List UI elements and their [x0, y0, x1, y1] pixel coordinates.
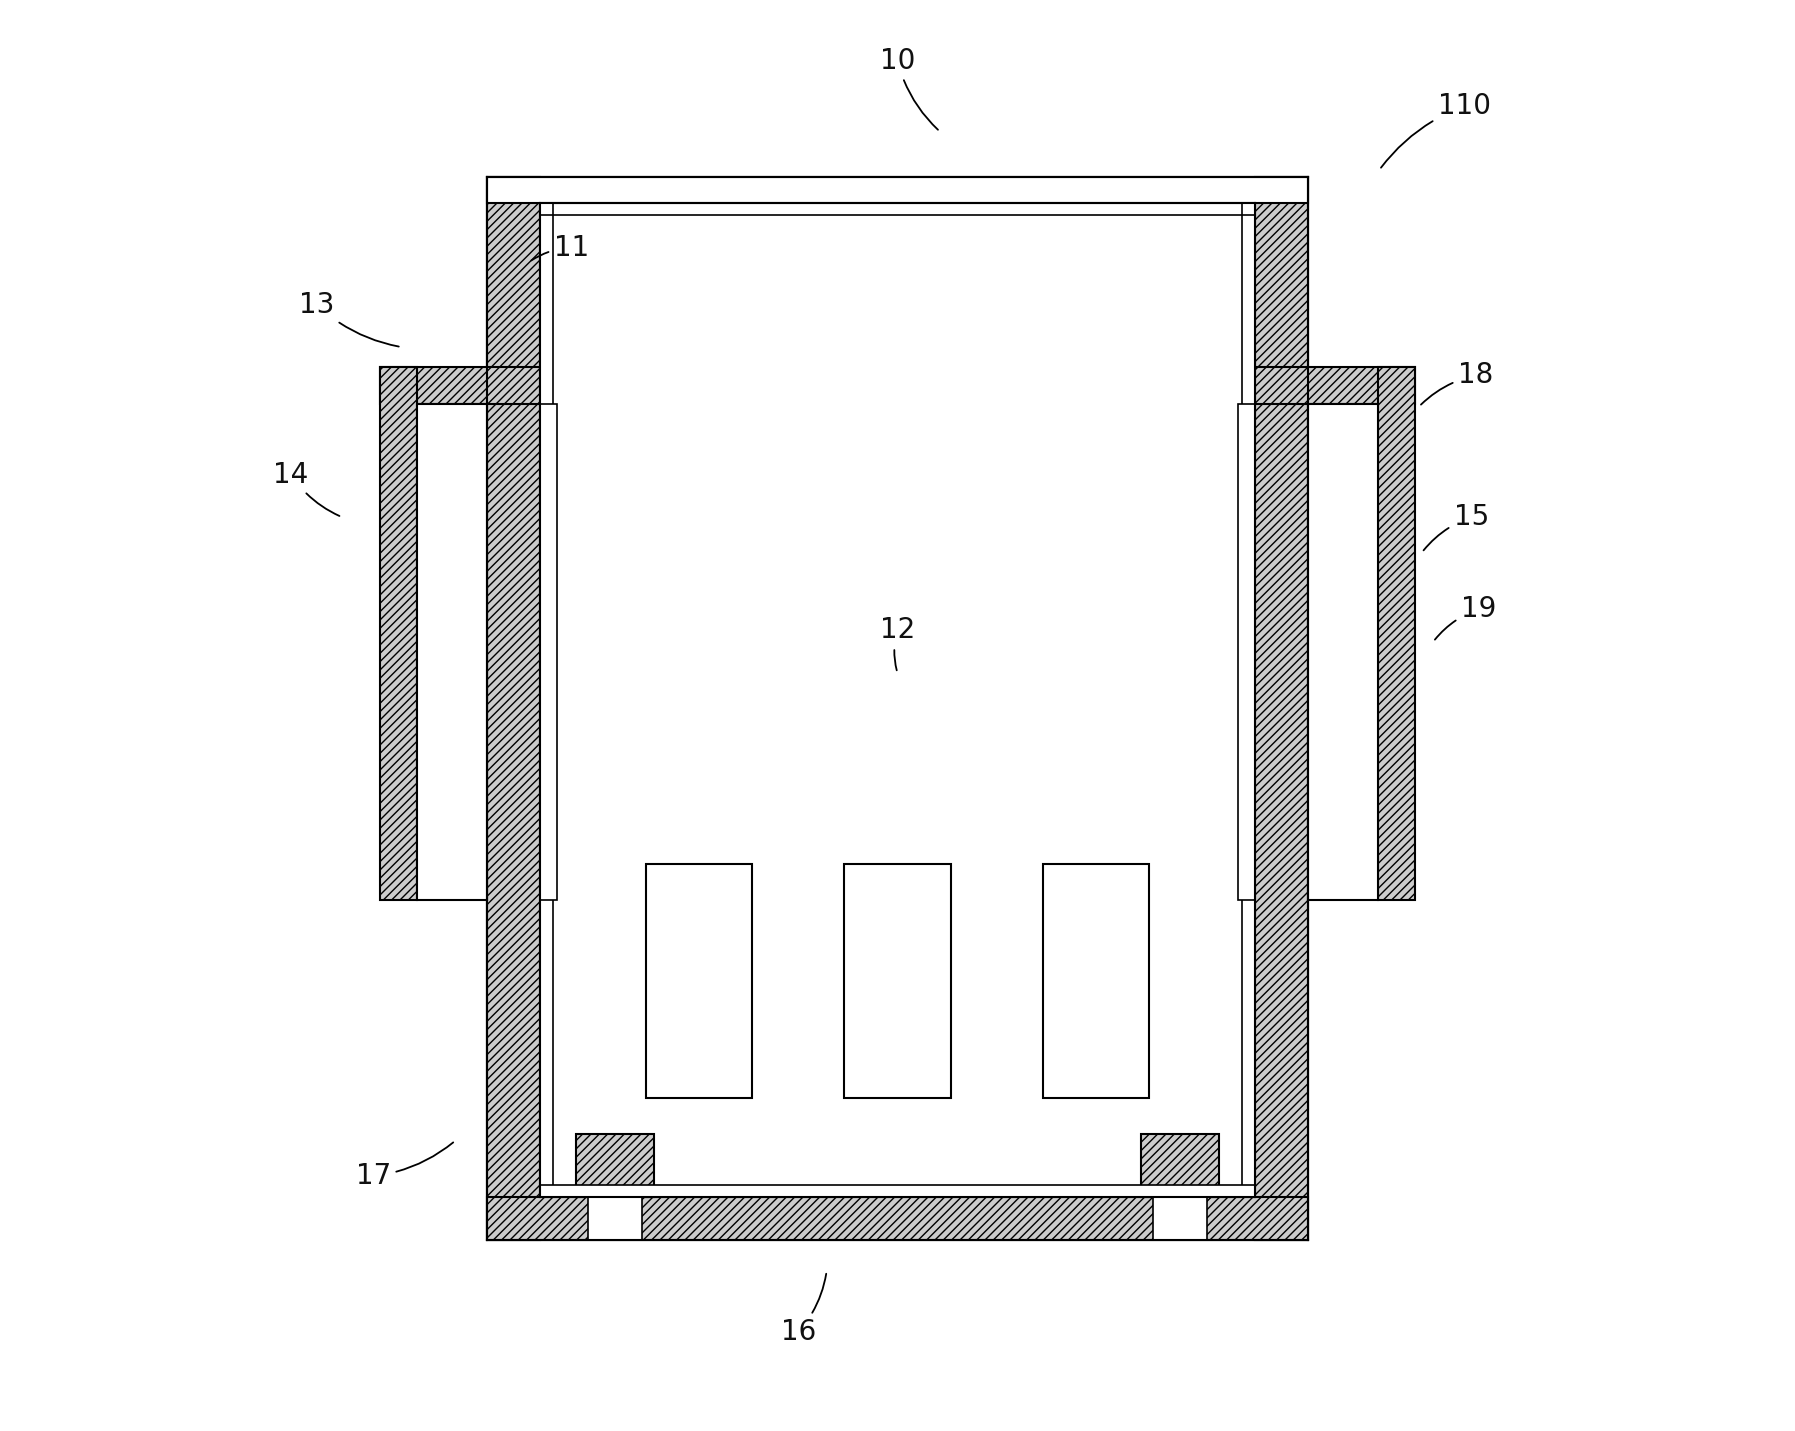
Bar	[576, 1133, 653, 1198]
Bar	[540, 404, 558, 900]
Bar	[486, 177, 1309, 1239]
Bar	[486, 177, 1309, 203]
Bar	[1237, 404, 1255, 900]
Bar	[587, 1195, 643, 1239]
Text: 18: 18	[1422, 362, 1493, 405]
Bar	[1255, 366, 1414, 404]
Bar	[486, 177, 540, 1239]
Text: 16: 16	[781, 1274, 826, 1347]
Bar	[1043, 864, 1149, 1098]
Text: 13: 13	[298, 290, 398, 346]
Text: 110: 110	[1380, 92, 1492, 167]
Bar	[1255, 177, 1309, 1239]
Bar	[1152, 1198, 1208, 1239]
Bar	[1152, 1195, 1208, 1239]
Bar	[646, 864, 752, 1098]
Bar	[540, 203, 553, 1198]
Bar	[1142, 1133, 1219, 1198]
Text: 12: 12	[880, 617, 915, 670]
Text: 15: 15	[1423, 504, 1490, 551]
Text: 10: 10	[880, 47, 939, 130]
Text: 14: 14	[273, 461, 339, 517]
Bar	[844, 864, 951, 1098]
Bar	[381, 366, 540, 404]
Bar	[486, 1198, 1309, 1239]
Text: 11: 11	[531, 233, 589, 262]
Text: 17: 17	[355, 1142, 452, 1191]
Bar	[381, 366, 416, 900]
Text: 19: 19	[1434, 595, 1497, 640]
Bar	[587, 1198, 643, 1239]
Bar	[1309, 404, 1379, 900]
Bar	[1242, 203, 1255, 1198]
Bar	[416, 404, 486, 900]
Bar	[540, 1185, 1255, 1198]
Bar	[1379, 366, 1414, 900]
